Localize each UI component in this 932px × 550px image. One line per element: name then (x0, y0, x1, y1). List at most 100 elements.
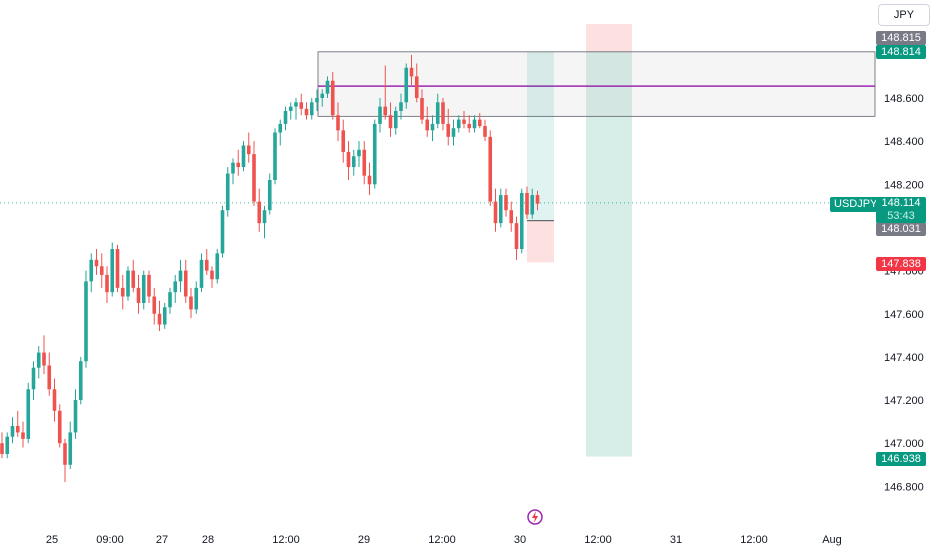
price-tick-label: 147.400 (884, 352, 924, 364)
candle (372, 119, 377, 189)
candle (477, 113, 482, 129)
candle-body (236, 162, 241, 168)
candle-body (441, 102, 445, 124)
candle-body (388, 115, 393, 129)
candle-body (336, 115, 340, 131)
candle-body (399, 102, 403, 111)
time-tick-label: 12:00 (740, 534, 768, 546)
candle-body (183, 270, 188, 297)
candle (346, 141, 351, 180)
candle (530, 188, 535, 219)
candle-body (393, 110, 398, 129)
candle (26, 382, 31, 444)
candle (36, 346, 41, 379)
candle (435, 93, 440, 129)
candle-body (325, 80, 330, 94)
candle-body (462, 119, 466, 124)
candle-body (36, 352, 41, 368)
candle-body (78, 361, 83, 401)
candle (388, 102, 393, 137)
time-tick-label: 12:00 (272, 534, 300, 546)
candle-body (194, 287, 199, 310)
candle-body (189, 296, 193, 310)
candle-body (315, 98, 319, 103)
candle (105, 266, 109, 303)
candle (68, 421, 73, 470)
candle (493, 188, 498, 232)
candle-body (283, 110, 288, 124)
time-axis[interactable]: 25 09:00 27 28 12:00 29 12:00 30 12:00 31 12:00 Aug (46, 534, 842, 546)
candle (10, 417, 15, 444)
candle-body (126, 270, 130, 297)
candle-body (504, 195, 508, 211)
bar-countdown: 53:43 (887, 210, 915, 222)
candle (414, 63, 419, 103)
time-tick-label: 29 (358, 534, 370, 546)
candle-body (199, 259, 204, 288)
candle-body (477, 119, 482, 127)
candle (78, 356, 83, 405)
candle (399, 93, 403, 120)
candle (246, 132, 251, 163)
candle-body (0, 443, 4, 454)
time-tick-label: 30 (514, 534, 526, 546)
candle-body (63, 443, 67, 465)
candle (278, 119, 283, 146)
candle (236, 149, 241, 176)
candle (178, 259, 183, 293)
candle-body (52, 389, 57, 411)
drawing-zones[interactable] (0, 24, 876, 457)
time-tick-label: 12:00 (584, 534, 612, 546)
candle (451, 119, 456, 146)
candle (162, 302, 167, 329)
price-label-entry: 148.031 (876, 222, 926, 236)
candle-body (304, 108, 309, 116)
candle (535, 190, 540, 211)
time-tick-label: 31 (670, 534, 682, 546)
candle (456, 115, 461, 133)
candle-body (483, 126, 487, 137)
candle (157, 300, 162, 332)
candle (462, 110, 466, 129)
currency-selector[interactable]: JPY (878, 4, 930, 26)
candle-body (10, 425, 15, 437)
candle (467, 115, 472, 133)
candle-body (173, 281, 178, 293)
candle (294, 98, 298, 120)
large-position-target-zone (586, 51, 632, 457)
candle (351, 149, 356, 176)
candle-body (414, 76, 419, 98)
candle-body (420, 98, 424, 120)
candle-body (57, 410, 62, 444)
candle (5, 432, 10, 459)
candle (378, 98, 382, 133)
candle (283, 106, 288, 131)
candle-body (241, 145, 246, 168)
time-tick-label: 09:00 (96, 534, 124, 546)
candle-body (131, 270, 136, 288)
candle-body (367, 175, 372, 185)
price-axis[interactable]: 148.600148.400148.200147.800147.600147.4… (884, 93, 924, 493)
candle (299, 93, 304, 116)
price-tick-label: 147.200 (884, 395, 924, 407)
symbol-tag: USDJPY (830, 197, 882, 212)
candle-series[interactable] (0, 54, 540, 483)
candle (304, 102, 309, 120)
candle-body (115, 249, 120, 288)
candle (183, 259, 188, 303)
candle (404, 63, 409, 109)
price-tick-label: 148.600 (884, 93, 924, 105)
price-label-top-green: 148.814 (876, 45, 926, 59)
time-tick-label: 27 (156, 534, 168, 546)
candle (168, 287, 172, 314)
lightning-icon[interactable] (526, 508, 544, 526)
candle (252, 141, 256, 206)
candle (210, 266, 214, 288)
candle-body (147, 274, 151, 297)
candle (84, 270, 88, 368)
candle-body (330, 80, 335, 116)
candle (498, 188, 503, 228)
candle-body (467, 123, 472, 129)
candle-body (47, 365, 52, 390)
